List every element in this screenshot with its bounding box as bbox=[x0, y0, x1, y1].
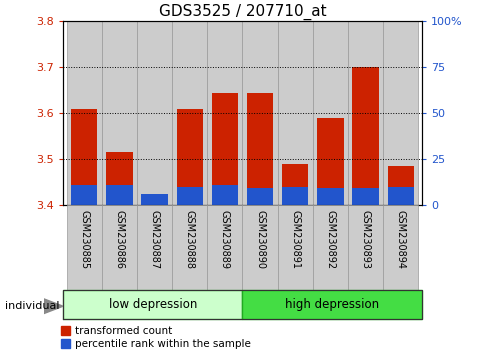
Bar bbox=[106, 153, 132, 205]
Bar bbox=[317, 188, 343, 205]
Bar bbox=[207, 205, 242, 290]
Text: GSM230885: GSM230885 bbox=[79, 210, 89, 269]
Bar bbox=[348, 21, 382, 205]
Bar bbox=[387, 166, 413, 205]
Bar bbox=[176, 109, 202, 205]
Bar bbox=[317, 118, 343, 205]
Bar bbox=[242, 21, 277, 205]
Text: GSM230886: GSM230886 bbox=[114, 210, 124, 269]
Bar bbox=[348, 205, 382, 290]
Bar bbox=[387, 187, 413, 205]
Text: low depression: low depression bbox=[108, 298, 197, 311]
Bar bbox=[71, 185, 97, 205]
Bar bbox=[66, 205, 102, 290]
Bar bbox=[246, 93, 272, 205]
Bar bbox=[382, 205, 418, 290]
Bar bbox=[352, 67, 378, 205]
Bar bbox=[172, 205, 207, 290]
Bar bbox=[212, 93, 238, 205]
Polygon shape bbox=[44, 299, 63, 314]
Bar bbox=[141, 194, 167, 205]
Text: high depression: high depression bbox=[285, 298, 378, 311]
Bar bbox=[242, 290, 421, 319]
Bar bbox=[102, 205, 136, 290]
Bar bbox=[136, 21, 172, 205]
Bar bbox=[277, 21, 312, 205]
Text: GSM230888: GSM230888 bbox=[184, 210, 194, 269]
Text: GSM230892: GSM230892 bbox=[325, 210, 335, 269]
Bar bbox=[312, 21, 348, 205]
Bar bbox=[282, 164, 308, 205]
Text: GSM230893: GSM230893 bbox=[360, 210, 370, 269]
Bar bbox=[277, 205, 312, 290]
Text: GSM230894: GSM230894 bbox=[395, 210, 405, 269]
Bar bbox=[136, 205, 172, 290]
Bar bbox=[172, 21, 207, 205]
Title: GDS3525 / 207710_at: GDS3525 / 207710_at bbox=[158, 4, 326, 20]
Bar bbox=[176, 187, 202, 205]
Bar bbox=[312, 205, 348, 290]
Bar bbox=[141, 194, 167, 205]
Bar bbox=[382, 21, 418, 205]
Text: GSM230889: GSM230889 bbox=[219, 210, 229, 269]
Bar bbox=[71, 109, 97, 205]
Bar bbox=[102, 21, 136, 205]
Bar bbox=[282, 187, 308, 205]
Bar bbox=[212, 185, 238, 205]
Text: individual: individual bbox=[5, 301, 59, 311]
Bar bbox=[242, 205, 277, 290]
Bar bbox=[66, 21, 102, 205]
Bar bbox=[352, 188, 378, 205]
Bar bbox=[246, 188, 272, 205]
Bar bbox=[63, 290, 242, 319]
Legend: transformed count, percentile rank within the sample: transformed count, percentile rank withi… bbox=[59, 324, 253, 351]
Text: GSM230887: GSM230887 bbox=[149, 210, 159, 269]
Text: GSM230891: GSM230891 bbox=[290, 210, 300, 269]
Bar bbox=[207, 21, 242, 205]
Text: GSM230890: GSM230890 bbox=[255, 210, 265, 269]
Bar bbox=[106, 185, 132, 205]
